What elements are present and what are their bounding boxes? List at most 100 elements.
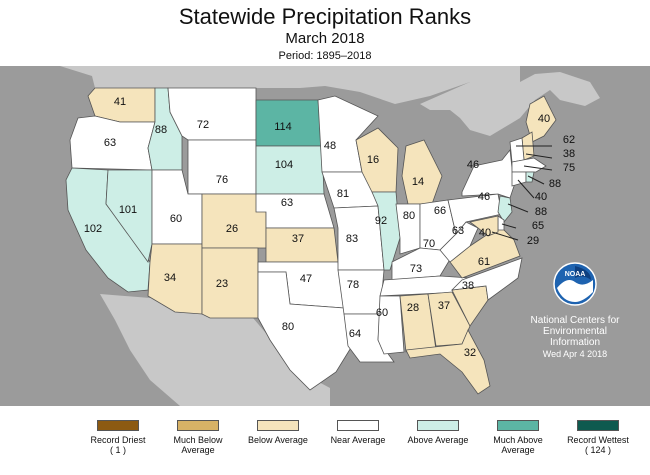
state-MD bbox=[469, 215, 499, 237]
legend-label: Much Below Average bbox=[173, 435, 223, 455]
state-rank-ma: 75 bbox=[563, 162, 575, 174]
canada-east-land bbox=[420, 72, 600, 136]
state-rank-wa: 41 bbox=[114, 96, 126, 108]
ncei-line-2: Environmental bbox=[543, 326, 607, 337]
state-rank-co: 26 bbox=[226, 223, 238, 235]
state-rank-nd: 114 bbox=[274, 121, 292, 133]
leader-line-md bbox=[491, 231, 519, 241]
state-rank-pa: 46 bbox=[478, 191, 490, 203]
state-rank-wi: 16 bbox=[367, 154, 379, 166]
legend-item: Near Average bbox=[318, 420, 398, 445]
state-rank-mi: 14 bbox=[412, 176, 424, 188]
state-VT bbox=[509, 137, 525, 163]
leader-line-de bbox=[501, 223, 517, 229]
legend-label: Above Average bbox=[407, 435, 469, 445]
map-period: Period: 1895–2018 bbox=[278, 50, 372, 62]
state-FL bbox=[405, 329, 491, 395]
state-rank-ga: 37 bbox=[438, 300, 450, 312]
state-rank-sd: 104 bbox=[275, 159, 293, 171]
legend-item: Above Average bbox=[398, 420, 478, 445]
legend-swatch bbox=[257, 420, 299, 431]
state-MT bbox=[167, 87, 257, 141]
state-rank-ne: 63 bbox=[281, 197, 293, 209]
legend-label: Near Average bbox=[330, 435, 386, 445]
state-rank-id: 88 bbox=[155, 124, 167, 136]
legend-swatch bbox=[417, 420, 459, 431]
legend-rank-value: ( 124 ) bbox=[584, 445, 611, 455]
noaa-logo-text: NOAA bbox=[565, 271, 586, 278]
legend-label: Much Above Average bbox=[493, 435, 543, 455]
legend-item: Much Above Average bbox=[478, 420, 558, 455]
ncei-line-1: National Centers for bbox=[530, 315, 620, 326]
state-rank-tx: 80 bbox=[282, 321, 294, 333]
legend-label: Record Driest bbox=[90, 435, 146, 445]
state-rank-fl: 32 bbox=[464, 347, 476, 359]
state-rank-wy: 76 bbox=[216, 174, 228, 186]
state-rank-mn: 48 bbox=[324, 140, 336, 152]
noaa-logo-icon: NOAA bbox=[553, 262, 597, 306]
us-precip-map: 41 63 102 88 101 72 76 60 34 26 23 114 104 63 37 47 80 48… bbox=[0, 66, 650, 406]
legend-item: Record Wettest( 124 ) bbox=[558, 420, 638, 455]
state-IN bbox=[395, 203, 421, 255]
state-rank-il: 92 bbox=[375, 215, 387, 227]
map-title: Statewide Precipitation Ranks bbox=[178, 4, 472, 29]
state-rank-nc: 61 bbox=[478, 256, 490, 268]
state-rank-md: 29 bbox=[527, 235, 539, 247]
state-rank-ms: 60 bbox=[376, 307, 388, 319]
state-NV bbox=[105, 169, 153, 263]
canada-land bbox=[60, 66, 520, 104]
state-rank-vt: 62 bbox=[563, 134, 575, 146]
state-NE bbox=[255, 193, 335, 229]
header: Statewide Precipitation Ranks March 2018… bbox=[0, 0, 650, 66]
state-rank-or: 63 bbox=[104, 137, 116, 149]
state-rank-me: 40 bbox=[538, 113, 550, 125]
state-rank-la: 64 bbox=[349, 328, 361, 340]
state-rank-de: 65 bbox=[532, 220, 544, 232]
leader-line-ct bbox=[517, 179, 535, 199]
legend-swatch bbox=[177, 420, 219, 431]
state-rank-va: 40 bbox=[479, 227, 491, 239]
leader-lines bbox=[491, 145, 553, 241]
state-rank-tn: 73 bbox=[410, 263, 422, 275]
legend-item: Much Below Average bbox=[158, 420, 238, 455]
legend-item: Record Driest( 1 ) bbox=[78, 420, 158, 455]
state-rank-in: 80 bbox=[403, 210, 415, 222]
state-NM bbox=[201, 247, 259, 319]
legend-swatch bbox=[497, 420, 539, 431]
state-MS bbox=[377, 295, 405, 355]
state-PA bbox=[447, 193, 503, 235]
state-rank-mt: 72 bbox=[197, 119, 209, 131]
state-rank-nh: 38 bbox=[563, 148, 575, 160]
state-rank-ca: 102 bbox=[84, 223, 102, 235]
state-rank-ar: 78 bbox=[347, 279, 359, 291]
state-rank-nj: 88 bbox=[535, 206, 547, 218]
state-rank-az: 34 bbox=[164, 272, 176, 284]
state-rank-nv: 101 bbox=[119, 204, 137, 216]
leader-line-nh bbox=[525, 153, 553, 159]
state-rank-mo: 83 bbox=[346, 233, 358, 245]
state-rank-ks: 37 bbox=[292, 233, 304, 245]
legend-swatch bbox=[97, 420, 139, 431]
legend-swatch bbox=[577, 420, 619, 431]
state-rank-ok: 47 bbox=[300, 273, 312, 285]
state-ME bbox=[525, 95, 557, 143]
legend-label: Record Wettest bbox=[567, 435, 629, 445]
state-rank-ut: 60 bbox=[170, 213, 182, 225]
state-NC bbox=[450, 257, 523, 301]
ncei-line-3: Information bbox=[549, 337, 601, 348]
state-rank-sc: 38 bbox=[462, 280, 474, 292]
legend-swatch bbox=[337, 420, 379, 431]
legend-label: Below Average bbox=[248, 435, 308, 445]
state-MA bbox=[511, 157, 547, 173]
ncei-credit: NOAA National Centers for Environmental … bbox=[515, 262, 635, 359]
ncei-name: National Centers for Environmental Infor… bbox=[515, 315, 635, 348]
legend-rank-value: ( 1 ) bbox=[109, 445, 126, 455]
state-rank-nm: 23 bbox=[216, 278, 228, 290]
legend: Record Driest( 1 ) Much Below Average Belo… bbox=[0, 406, 650, 475]
mexico-land bbox=[100, 294, 330, 406]
state-rank-oh: 66 bbox=[434, 205, 446, 217]
state-NJ bbox=[497, 195, 513, 223]
state-IL bbox=[371, 191, 401, 271]
leader-line-nj bbox=[507, 203, 529, 213]
state-rank-wv: 63 bbox=[452, 225, 464, 237]
